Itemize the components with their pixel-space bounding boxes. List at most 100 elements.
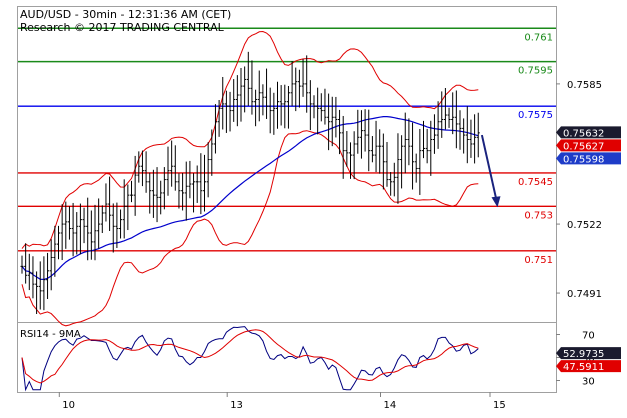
price-bar [100,205,104,234]
price-bar [389,172,393,196]
price-bar [403,112,407,174]
arrow-shaft [480,134,498,201]
price-bar [162,167,166,210]
price-bar [144,151,148,193]
price-bar [378,129,382,174]
price-bar [151,169,155,218]
price-bar [257,70,261,122]
price-bar [130,180,133,203]
price-bar [232,79,236,122]
price-bar [115,202,119,249]
price-bar [119,209,123,239]
price-bar [407,118,411,166]
level-label-0.7545: 0.7545 [518,177,553,188]
price-bar [137,151,141,183]
price-bar [338,109,342,155]
price-bar [283,84,287,129]
price-bar [192,173,196,213]
price-bar [370,136,374,163]
price-bar [305,55,309,113]
price-bar [349,142,352,179]
price-bar [356,109,360,154]
price-bar [294,67,298,112]
price-bar [221,76,225,130]
price-bar [400,135,404,189]
price-bar [38,261,42,310]
forecast-arrow [480,134,501,208]
price-bar [250,60,254,115]
price-bar [418,128,422,195]
price-bar [199,153,203,215]
price-bar [345,131,349,167]
price-bar [203,154,206,212]
price-bar [363,109,367,152]
price-bar [279,85,283,126]
price-bar [261,84,265,116]
price-bar [228,91,232,132]
price-bar [64,201,68,249]
price-bar [432,114,436,154]
level-lines: 0.761 0.7595 0.7575 0.7545 0.753 0.751 [18,27,556,266]
level-label-0.751: 0.751 [524,255,553,266]
moving-average [21,115,479,281]
price-bar [57,225,60,260]
price-bar [462,118,466,154]
price-bar [297,69,301,108]
price-bar [235,75,239,127]
price-badge-label: 0.75632 [563,128,604,139]
bollinger-upper [21,30,479,249]
price-bar [476,112,480,158]
price-bar [385,141,389,187]
price-bar [75,212,79,255]
price-bar [425,128,429,164]
price-bar [429,120,433,176]
price-bar [272,92,276,135]
price-bar [290,60,294,107]
rsi-badge-dark: 52.9735 [556,347,621,360]
price-bar [111,203,115,253]
price-bar [213,104,217,154]
price-bar [458,110,462,150]
price-bar [126,184,130,231]
price-bar [31,256,35,299]
price-badge-red: 0.75627 [556,139,621,152]
time-tick-label-10: 10 [62,400,75,411]
price-bar [89,210,93,260]
price-bar [27,253,31,291]
time-tick-label-13: 13 [230,400,243,411]
price-badge-label: 0.75598 [563,154,604,165]
time-axis: 10 13 14 15 [58,392,506,411]
research-credit: Research © 2017 TRADING CENTRAL [20,21,224,34]
price-badge-shape [556,126,621,139]
price-badge-shape [556,152,621,165]
rsi-badge-label: 47.5911 [563,362,604,373]
price-bar [451,92,455,135]
price-bar [217,99,221,137]
price-bar [177,173,181,209]
price-panel-frame [17,6,557,323]
price-bar [42,256,46,311]
price-bar [188,160,192,199]
rsi-tick-label: 70 [582,331,595,342]
price-bar [148,172,152,214]
rsi-badge-shape [556,347,621,360]
level-label-0.753: 0.753 [524,210,553,221]
price-bar [374,120,378,173]
price-tick-label: 0.7491 [567,289,602,300]
price-bar [436,101,440,149]
price-bar [195,165,199,203]
price-tick-label: 0.7585 [567,80,602,91]
price-bar [166,146,170,196]
price-badge-label: 0.75627 [563,141,604,152]
price-bar [367,109,371,172]
price-bar [352,131,356,180]
price-tick-label: 0.7522 [567,220,602,231]
price-bar [396,133,400,204]
price-bar [133,155,137,216]
price-bar [443,88,447,130]
price-bar [454,90,458,149]
price-bar [359,110,363,159]
price-bar [181,172,185,211]
price-bar [381,133,385,190]
